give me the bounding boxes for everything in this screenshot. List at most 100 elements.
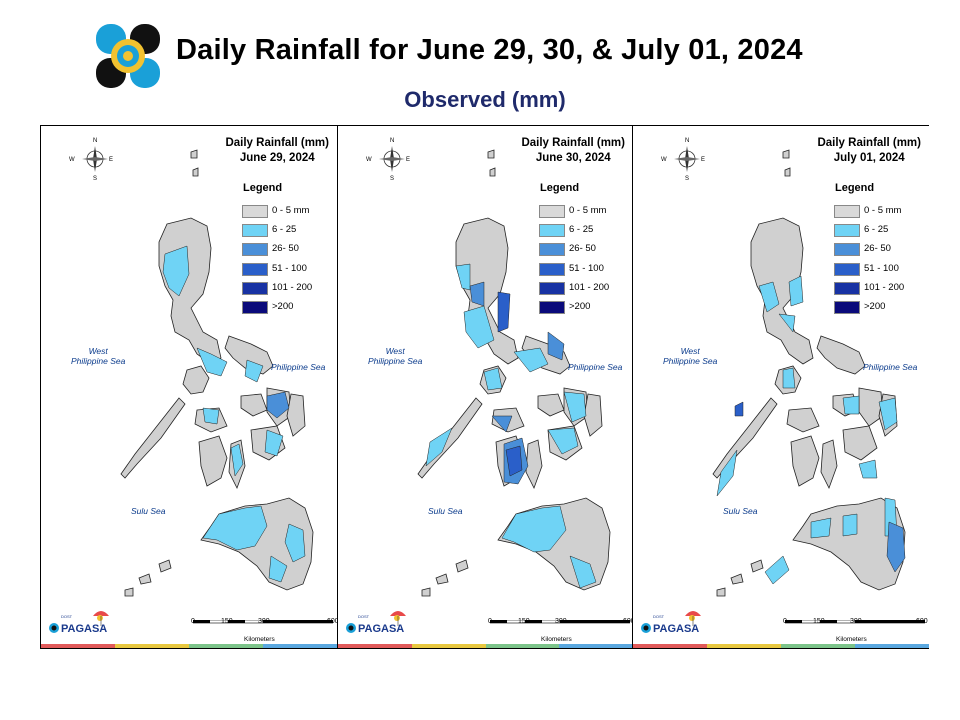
panel-date: July 01, 2024 xyxy=(833,152,905,164)
scale-tick: 0 xyxy=(191,618,195,625)
color-strip xyxy=(41,644,337,648)
legend-swatch xyxy=(242,224,268,237)
panel-title: Daily Rainfall (mm) June 29, 2024 xyxy=(225,136,329,166)
legend-swatch xyxy=(539,301,565,314)
philippines-map xyxy=(712,149,906,597)
legend-swatch xyxy=(242,205,268,218)
legend-label: 26- 50 xyxy=(272,243,299,254)
svg-text:PAGASA: PAGASA xyxy=(61,623,107,635)
scale-tick: 600 xyxy=(916,618,928,625)
legend-swatch xyxy=(539,224,565,237)
scale-tick: 0 xyxy=(488,618,492,625)
compass-rose-icon xyxy=(674,146,700,172)
label-sulu-sea: Sulu Sea xyxy=(131,506,166,516)
legend-label: 101 - 200 xyxy=(272,282,313,293)
compass-w: W xyxy=(69,157,75,163)
scale-tick: 150 xyxy=(813,618,825,625)
scale-unit: Kilometers xyxy=(541,636,572,643)
label-philippine-sea: Philippine Sea xyxy=(863,362,918,372)
legend-label: >200 xyxy=(864,301,886,312)
legend-swatch xyxy=(242,263,268,276)
compass-rose-icon xyxy=(379,146,405,172)
legend-title: Legend xyxy=(835,182,875,194)
compass-s: S xyxy=(93,176,98,182)
compass-e: E xyxy=(406,157,411,163)
label-west: West xyxy=(680,346,700,356)
scale-tick: 600 xyxy=(327,618,337,625)
svg-text:DOST: DOST xyxy=(358,614,370,619)
label-west-philippine-sea: West Philippine Sea xyxy=(368,346,422,366)
legend-label: >200 xyxy=(569,301,591,312)
legend-label: 101 - 200 xyxy=(569,282,610,293)
label-west: West xyxy=(88,346,108,356)
legend-label: 0 - 5 mm xyxy=(272,205,310,216)
compass-n: N xyxy=(685,138,690,144)
scale-tick: 150 xyxy=(221,618,233,625)
scale-tick: 300 xyxy=(555,618,567,625)
label-west: West xyxy=(385,346,405,356)
compass-n: N xyxy=(93,138,98,144)
legend-swatch xyxy=(242,243,268,256)
legend-label: 6 - 25 xyxy=(272,224,297,235)
pagasa-seal-logo xyxy=(96,24,160,88)
legend-swatch xyxy=(834,243,860,256)
panel-title-text: Daily Rainfall (mm) xyxy=(225,137,329,149)
legend-label: 51 - 100 xyxy=(569,263,604,274)
scale-tick: 600 xyxy=(623,618,633,625)
legend-label: >200 xyxy=(272,301,294,312)
scale-tick: 150 xyxy=(518,618,530,625)
legend-label: 6 - 25 xyxy=(864,224,889,235)
page-subtitle: Observed (mm) xyxy=(404,87,566,112)
svg-text:PAGASA: PAGASA xyxy=(358,623,404,635)
svg-text:PAGASA: PAGASA xyxy=(653,623,699,635)
panel-title: Daily Rainfall (mm) June 30, 2024 xyxy=(521,136,625,166)
compass-e: E xyxy=(701,157,706,163)
label-west-philippine-sea: West Philippine Sea xyxy=(663,346,717,366)
panel-date: June 30, 2024 xyxy=(535,152,611,164)
legend-swatch xyxy=(242,282,268,295)
scale-bar xyxy=(490,620,630,624)
legend-swatch xyxy=(834,301,860,314)
map-panels-frame: Daily Rainfall (mm) June 29, 2024 N S W … xyxy=(40,125,929,649)
map-panel-june-30: Daily Rainfall (mm) June 30, 2024 N S W … xyxy=(337,126,633,648)
philippines-map xyxy=(120,149,314,597)
label-sulu-sea: Sulu Sea xyxy=(723,506,758,516)
legend-label: 26- 50 xyxy=(569,243,596,254)
map-panel-july-01: Daily Rainfall (mm) July 01, 2024 N S W … xyxy=(632,126,929,648)
scale-unit: Kilometers xyxy=(244,636,275,643)
legend-label: 0 - 5 mm xyxy=(569,205,607,216)
svg-text:DOST: DOST xyxy=(61,614,73,619)
panel-title: Daily Rainfall (mm) July 01, 2024 xyxy=(817,136,921,166)
legend-swatch xyxy=(539,243,565,256)
label-philippine-sea-w: Philippine Sea xyxy=(663,356,718,366)
scale-unit: Kilometers xyxy=(836,636,867,643)
page-title: Daily Rainfall for June 29, 30, & July 0… xyxy=(176,34,803,66)
svg-text:DOST: DOST xyxy=(653,614,665,619)
scale-tick: 300 xyxy=(850,618,862,625)
pagasa-logo: PAGASA DOST xyxy=(346,611,406,635)
legend-label: 26- 50 xyxy=(864,243,891,254)
legend-swatch xyxy=(834,224,860,237)
pagasa-logo: PAGASA DOST xyxy=(49,611,109,635)
legend-title: Legend xyxy=(243,182,283,194)
philippines-map xyxy=(417,149,611,597)
legend-swatch xyxy=(834,282,860,295)
scale-tick: 300 xyxy=(258,618,270,625)
scale-bar xyxy=(785,620,925,624)
legend-swatch xyxy=(242,301,268,314)
compass-n: N xyxy=(390,138,395,144)
map-panel-june-29: Daily Rainfall (mm) June 29, 2024 N S W … xyxy=(41,126,337,648)
legend-swatch xyxy=(539,282,565,295)
compass-e: E xyxy=(109,157,114,163)
compass-s: S xyxy=(685,176,690,182)
legend-swatch xyxy=(539,205,565,218)
panel-title-text: Daily Rainfall (mm) xyxy=(817,137,921,149)
label-west-philippine-sea: West Philippine Sea xyxy=(71,346,125,366)
compass-w: W xyxy=(366,157,372,163)
legend-label: 51 - 100 xyxy=(864,263,899,274)
label-philippine-sea: Philippine Sea xyxy=(271,362,326,372)
legend-title: Legend xyxy=(540,182,580,194)
compass-w: W xyxy=(661,157,667,163)
scale-bar xyxy=(193,620,333,624)
compass-s: S xyxy=(390,176,395,182)
